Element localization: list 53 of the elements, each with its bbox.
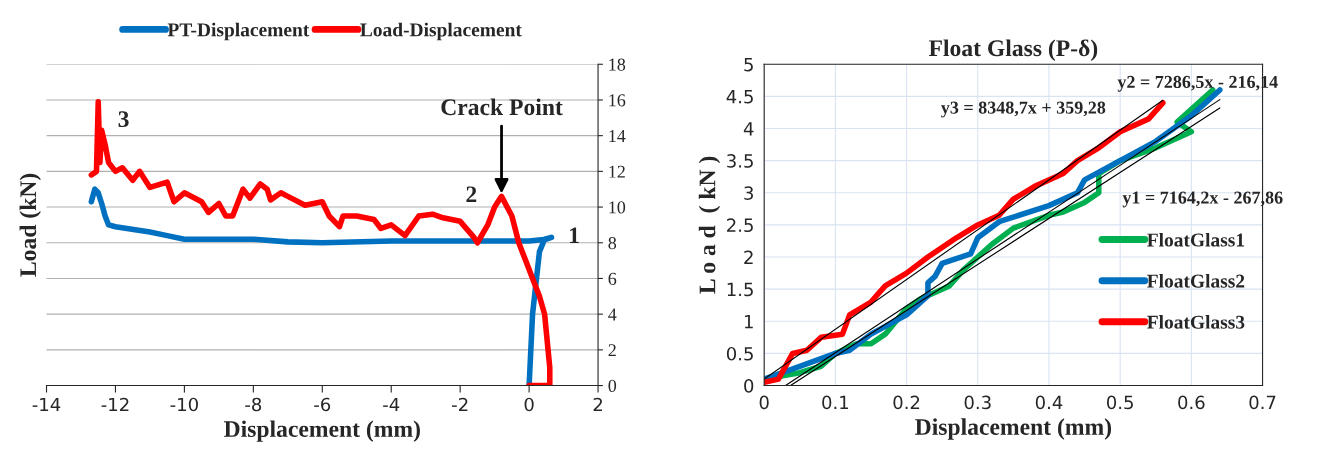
x-tick-label: 0.2 xyxy=(893,395,920,410)
y-tick-label: 12 xyxy=(609,165,625,178)
annotation: y3 = 8348,7x + 359,28 xyxy=(941,101,1106,118)
y-tick-label: 2 xyxy=(608,344,616,357)
y-tick-label: 0 xyxy=(608,379,617,392)
y-tick-label: 16 xyxy=(609,94,626,107)
legend-label: FloatGlass1 xyxy=(1147,232,1245,247)
legend-label: FloatGlass3 xyxy=(1147,315,1245,329)
x-tick-label: -12 xyxy=(101,397,129,412)
y-tick-label: 8 xyxy=(608,237,617,250)
x-tick-label: 0 xyxy=(524,397,534,412)
y-axis-title: Load (kN) xyxy=(19,173,41,277)
y-tick-label: 10 xyxy=(609,201,626,214)
y-tick-label: 4 xyxy=(608,308,617,321)
x-tick-label: 0 xyxy=(759,395,769,410)
x-axis-title: Displacement (mm) xyxy=(224,420,420,442)
annotation: 2 xyxy=(466,186,477,203)
x-tick-label: -10 xyxy=(170,397,198,412)
chart-title: Float Glass (P-δ) xyxy=(928,39,1098,61)
annotation: 1 xyxy=(570,227,579,244)
x-tick-label: 0.1 xyxy=(822,395,849,410)
x-tick-label: 0.7 xyxy=(1249,395,1276,410)
x-tick-label: -6 xyxy=(314,397,331,412)
x-tick-label: 2 xyxy=(593,397,602,412)
legend-label: Load-Displacement xyxy=(360,22,522,41)
x-tick-label: 0.5 xyxy=(1106,395,1133,410)
x-tick-label: 0.4 xyxy=(1035,395,1063,410)
y-tick-label: 2.5 xyxy=(727,218,753,233)
legend-label: FloatGlass2 xyxy=(1147,273,1245,288)
x-tick-label: -2 xyxy=(452,397,468,412)
y-tick-label: 14 xyxy=(609,130,626,142)
x-tick-label: 0.3 xyxy=(964,395,991,410)
y-tick-label: 4.5 xyxy=(726,90,753,104)
annotation: 3 xyxy=(118,111,129,128)
y-axis-title: L o a d ( kN ) xyxy=(698,156,721,294)
y-tick-label: 1 xyxy=(744,315,753,329)
x-tick-label: 0.6 xyxy=(1178,395,1205,410)
y-tick-label: 18 xyxy=(609,58,626,71)
y-tick-label: 4 xyxy=(743,122,754,136)
x-tick-label: -8 xyxy=(245,397,262,412)
legend-label: PT-Displacement xyxy=(167,22,310,41)
x-tick-label: -14 xyxy=(32,397,61,412)
y-tick-label: 5 xyxy=(744,57,753,72)
y-tick-label: 2 xyxy=(744,250,753,264)
x-tick-label: -4 xyxy=(383,397,400,412)
y-tick-label: 0 xyxy=(744,379,754,393)
y-tick-label: 3.5 xyxy=(727,154,753,168)
x-axis-title: Displacement (mm) xyxy=(915,418,1112,440)
y-tick-label: 3 xyxy=(744,186,754,200)
y-tick-label: 0.5 xyxy=(726,346,753,361)
y-tick-label: 6 xyxy=(608,272,617,285)
annotation: Crack Point xyxy=(441,98,563,116)
y-tick-label: 1.5 xyxy=(727,282,753,297)
